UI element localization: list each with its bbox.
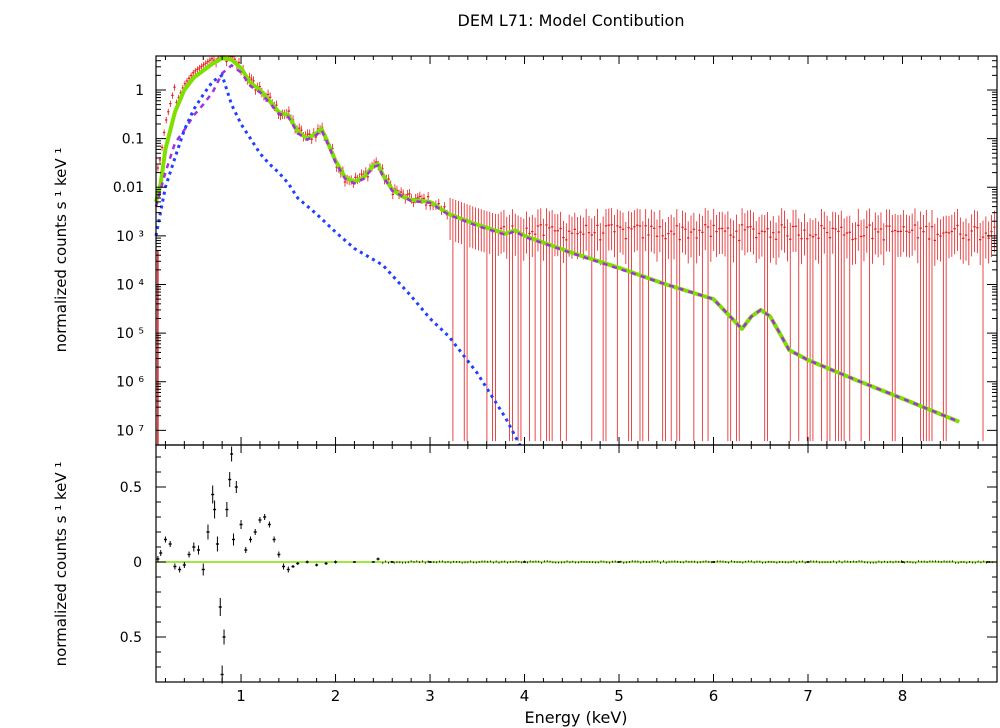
x-tick-label: 7 bbox=[803, 687, 813, 705]
x-tick-label: 1 bbox=[236, 687, 246, 705]
top-panel: 1 0.1 0.01 10 ³ 10 ⁴ 10 ⁵ 10 ⁶ 10 ⁷ bbox=[113, 55, 998, 446]
bottom-y-axis-label: normalized counts s ¹ keV ¹ bbox=[52, 462, 70, 667]
chart-title: DEM L71: Model Contibution bbox=[458, 11, 685, 30]
bottom-ticks-layer: 1 2 3 4 5 6 7 8 0.5 0 0.5 bbox=[120, 445, 997, 705]
top-y-tick-label: 0.01 bbox=[113, 180, 144, 196]
bottom-y-tick-label: 0.5 bbox=[120, 480, 142, 496]
top-y-tick-label: 10 ³ bbox=[116, 229, 144, 245]
model-component-2-line bbox=[154, 63, 960, 423]
top-y-tick-label: 10 ⁷ bbox=[116, 423, 144, 439]
bottom-y-tick-label: 0.5 bbox=[120, 630, 142, 646]
x-tick-label: 5 bbox=[614, 687, 624, 705]
x-tick-label: 6 bbox=[709, 687, 719, 705]
top-y-tick-label: 10 ⁶ bbox=[116, 375, 144, 391]
top-y-tick-label: 10 ⁴ bbox=[116, 277, 144, 293]
x-tick-label: 3 bbox=[425, 687, 435, 705]
top-y-tick-label: 0.1 bbox=[122, 132, 144, 148]
bottom-plot-frame bbox=[155, 444, 998, 683]
x-axis-label: Energy (keV) bbox=[524, 708, 627, 727]
x-tick-label: 2 bbox=[331, 687, 341, 705]
model-lines-layer bbox=[154, 56, 960, 446]
model-component-1-line bbox=[154, 72, 522, 446]
top-y-axis-label: normalized counts s ¹ keV ¹ bbox=[52, 148, 70, 353]
top-y-tick-label: 10 ⁵ bbox=[116, 326, 144, 342]
x-tick-label: 8 bbox=[898, 687, 908, 705]
x-tick-label: 4 bbox=[520, 687, 530, 705]
bottom-y-tick-label: 0 bbox=[133, 555, 142, 571]
top-ticks-layer: 1 0.1 0.01 10 ³ 10 ⁴ 10 ⁵ 10 ⁶ 10 ⁷ bbox=[113, 55, 997, 445]
residual-points-layer bbox=[156, 446, 993, 684]
total-model-line bbox=[154, 56, 960, 424]
top-y-tick-label: 1 bbox=[135, 83, 144, 99]
bottom-panel: 1 2 3 4 5 6 7 8 0.5 0 0.5 bbox=[120, 444, 998, 705]
